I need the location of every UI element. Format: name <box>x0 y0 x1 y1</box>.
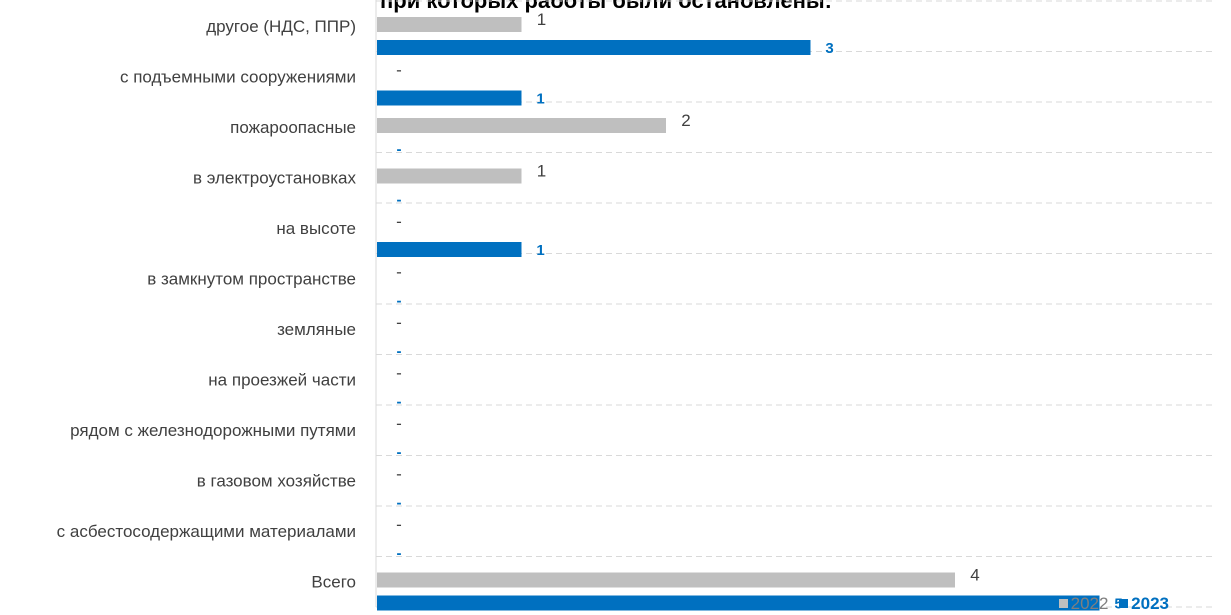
data-label-2022: - <box>396 313 402 332</box>
data-label-2022: - <box>396 364 402 383</box>
bar-2022 <box>377 572 955 588</box>
data-label-2022: - <box>396 263 402 282</box>
category-label: земляные <box>277 320 356 339</box>
data-label-2023: 5 <box>1114 596 1122 613</box>
category-label: на высоте <box>276 219 356 238</box>
data-label-2022: - <box>396 212 402 231</box>
data-label-2022: - <box>396 414 402 433</box>
legend-swatch-2023 <box>1119 599 1129 609</box>
data-label-2023: 3 <box>825 40 833 57</box>
data-label-2023: - <box>397 192 402 209</box>
category-label: пожароопасные <box>230 118 356 137</box>
bar-2022 <box>377 17 522 32</box>
chart-title: при которых работы были остановлены: <box>380 0 832 13</box>
legend: 2022 2023 <box>1053 594 1169 614</box>
data-label-2023: - <box>397 293 402 310</box>
data-label-2022: - <box>396 465 402 484</box>
bar-2023 <box>377 40 811 55</box>
data-label-2023: - <box>397 495 402 512</box>
legend-label-2023: 2023 <box>1131 594 1169 613</box>
category-label: в газовом хозяйстве <box>197 472 356 491</box>
data-label-2022: 1 <box>537 162 546 181</box>
bar-2022 <box>377 168 522 184</box>
data-label-2022: 1 <box>537 10 546 29</box>
category-label: рядом с железнодорожными путями <box>70 421 356 440</box>
data-label-2023: - <box>397 343 402 360</box>
bar-2022 <box>377 118 666 133</box>
category-label: на проезжей части <box>208 371 356 390</box>
data-label-2022: 4 <box>970 566 979 585</box>
category-label: Всего <box>311 573 356 592</box>
category-label: с подъемными сооружениями <box>120 68 356 87</box>
data-label-2022: - <box>396 515 402 534</box>
bar-2023 <box>377 242 522 257</box>
data-label-2023: - <box>397 141 402 158</box>
data-label-2023: - <box>397 444 402 461</box>
category-label: в электроустановках <box>193 169 357 188</box>
category-label: другое (НДС, ППР) <box>206 17 356 36</box>
legend-swatch-2022 <box>1058 599 1068 609</box>
data-label-2022: - <box>396 61 402 80</box>
data-label-2023: 1 <box>536 91 544 108</box>
data-label-2022: 2 <box>681 111 690 130</box>
data-label-2023: 1 <box>536 242 544 259</box>
bar-2023 <box>377 90 522 106</box>
data-label-2023: - <box>397 545 402 562</box>
bar-2023 <box>377 595 1100 611</box>
legend-label-2022: 2022 <box>1070 594 1109 613</box>
data-label-2023: - <box>397 394 402 411</box>
category-label: в замкнутом пространстве <box>147 270 356 289</box>
category-label: с асбестосодержащими материалами <box>57 522 356 541</box>
